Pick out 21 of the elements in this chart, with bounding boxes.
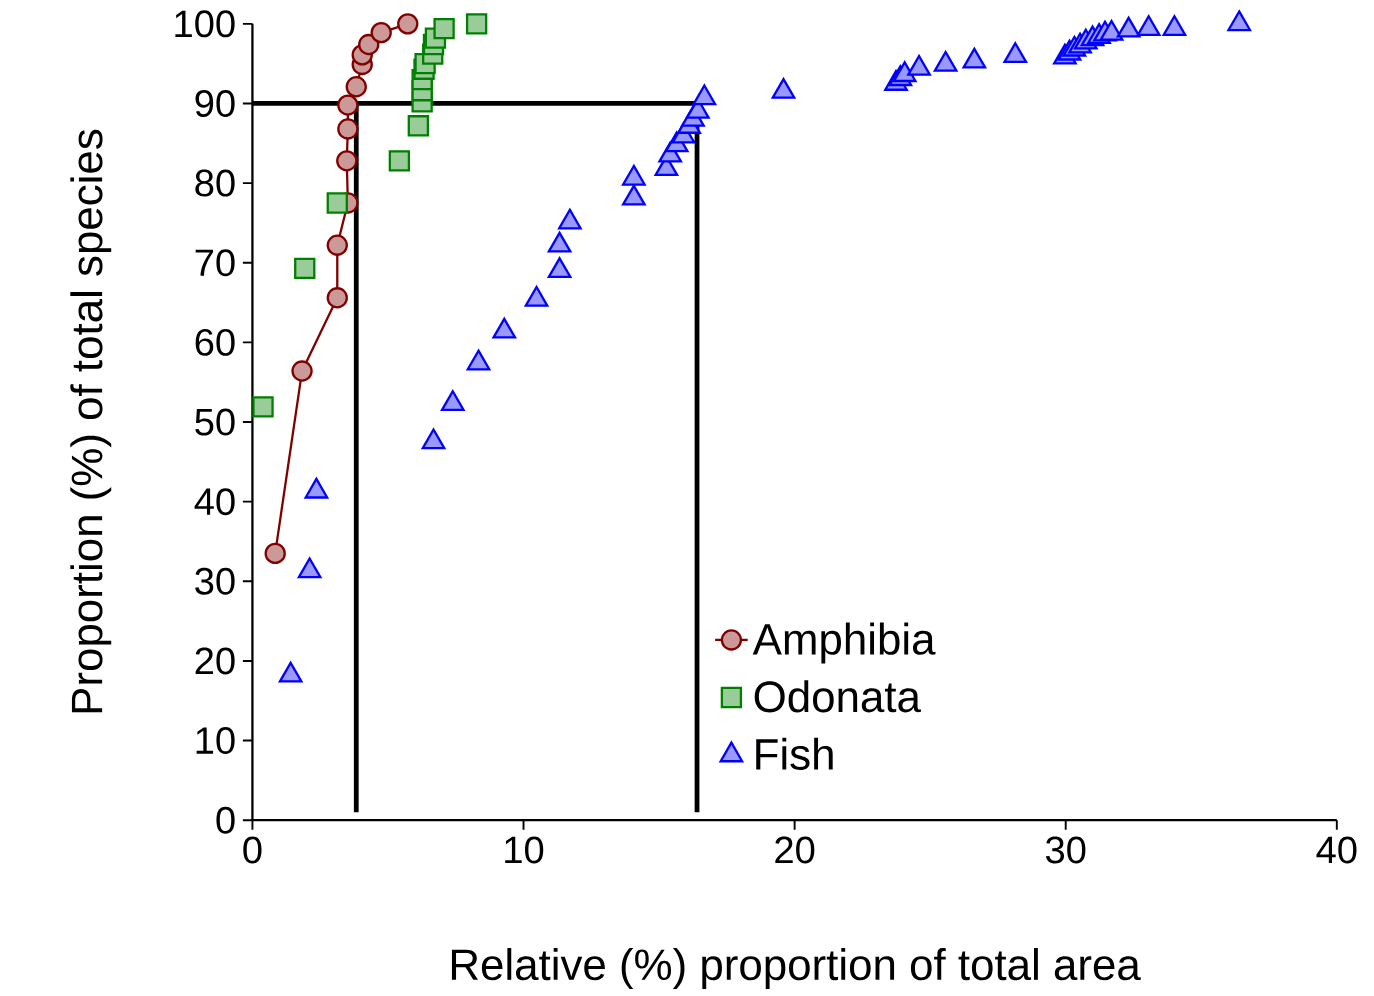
y-tick-label: 30 bbox=[195, 567, 235, 595]
y-tick-label: 80 bbox=[195, 169, 235, 197]
legend-label: Odonata bbox=[754, 680, 921, 713]
y-tick-label: 70 bbox=[195, 249, 235, 277]
y-tick-label: 100 bbox=[175, 10, 235, 38]
y-tick-label: 60 bbox=[195, 329, 235, 357]
y-axis-title: Proportion (%) of total species bbox=[70, 130, 112, 713]
y-tick-label: 10 bbox=[196, 727, 235, 755]
x-tick-label: 10 bbox=[505, 836, 544, 864]
x-tick-label: 40 bbox=[1316, 836, 1357, 864]
x-tick-label: 0 bbox=[243, 836, 262, 864]
x-tick-label: 20 bbox=[775, 836, 815, 864]
y-tick-label: 90 bbox=[195, 90, 235, 118]
y-tick-label: 20 bbox=[195, 647, 235, 675]
y-tick-label: 40 bbox=[194, 488, 235, 516]
legend-label: Fish bbox=[756, 737, 833, 771]
x-tick-label: 30 bbox=[1045, 836, 1086, 864]
y-tick-label: 0 bbox=[216, 806, 235, 834]
legend-label: Amphibia bbox=[752, 622, 936, 664]
x-axis-title: Relative (%) proportion of total area bbox=[451, 948, 1141, 990]
y-tick-label: 50 bbox=[195, 408, 235, 436]
